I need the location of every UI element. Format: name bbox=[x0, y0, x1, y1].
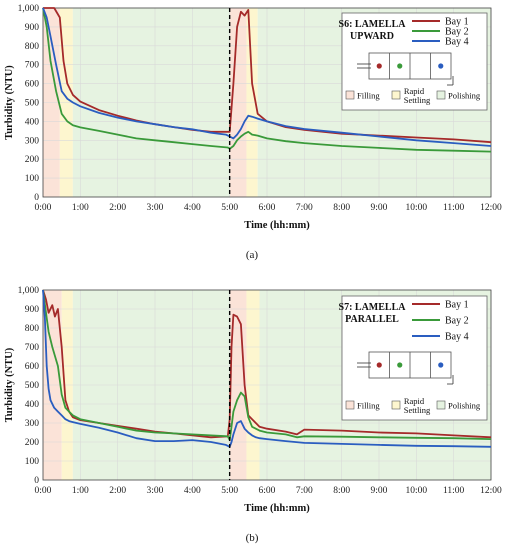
x-tick-label: 4:00 bbox=[184, 203, 201, 213]
legend-title: S7: LAMELLA bbox=[339, 302, 407, 313]
x-tick-label: 3:00 bbox=[147, 203, 164, 213]
plot-frame bbox=[42, 289, 492, 481]
y-tick-label: 100 bbox=[25, 174, 40, 184]
bay-sample-dot bbox=[438, 362, 444, 368]
x-tick-label: 8:00 bbox=[333, 486, 350, 496]
x-tick-label: 9:00 bbox=[371, 486, 388, 496]
y-tick-label: 800 bbox=[25, 324, 40, 334]
x-axis-title: Time (hh:mm) bbox=[244, 220, 310, 231]
x-tick-label: 9:00 bbox=[371, 203, 388, 213]
phase-label: Filling bbox=[357, 401, 380, 411]
x-tick-label: 7:00 bbox=[296, 203, 313, 213]
x-tick-label: 6:00 bbox=[259, 486, 276, 496]
bay-sample-dot bbox=[376, 362, 382, 368]
x-tick-label: 12:00 bbox=[480, 486, 502, 496]
legend-label: Bay 2 bbox=[445, 316, 469, 327]
x-tick-label: 0:00 bbox=[35, 486, 52, 496]
y-tick-label: 0 bbox=[34, 193, 39, 203]
x-axis-title: Time (hh:mm) bbox=[244, 503, 310, 514]
y-tick-label: 400 bbox=[25, 117, 40, 127]
tank-diagram bbox=[357, 351, 454, 385]
legend-label: Bay 2 bbox=[445, 27, 469, 38]
chart-panel-a: 0 100 200 300 400 500 600 700 800 900 1,000 0:00 1:0… bbox=[4, 4, 502, 261]
x-tick-label: 7:00 bbox=[296, 486, 313, 496]
y-tick-label: 600 bbox=[25, 80, 40, 90]
y-tick-label: 300 bbox=[25, 136, 40, 146]
bay-sample-dot bbox=[397, 63, 403, 69]
series-line-bay-2 bbox=[42, 7, 492, 153]
y-tick-label: 100 bbox=[25, 457, 40, 467]
y-axis-title: Turbidity (NTU) bbox=[4, 65, 15, 140]
phase-label: Polishing bbox=[448, 91, 481, 101]
legend-label: Bay 1 bbox=[445, 17, 469, 28]
phase-swatch bbox=[345, 400, 355, 410]
y-axis-title: Turbidity (NTU) bbox=[4, 347, 15, 422]
y-tick-label: 500 bbox=[25, 99, 40, 109]
phase-label: Filling bbox=[357, 91, 380, 101]
legend-title: S6: LAMELLA bbox=[339, 19, 407, 30]
y-tick-label: 200 bbox=[25, 438, 40, 448]
bay-sample-dot bbox=[397, 362, 403, 368]
phase-label: Rapid bbox=[404, 396, 425, 406]
subcaption: (b) bbox=[246, 532, 259, 544]
bay-sample-dot bbox=[438, 63, 444, 69]
x-tick-label: 6:00 bbox=[259, 203, 276, 213]
x-tick-label: 4:00 bbox=[184, 486, 201, 496]
y-tick-label: 800 bbox=[25, 42, 40, 52]
legend-label: Bay 4 bbox=[445, 332, 469, 343]
x-tick-label: 11:00 bbox=[443, 203, 465, 213]
y-tick-label: 300 bbox=[25, 419, 40, 429]
phase-swatch bbox=[436, 90, 446, 100]
tank-diagram bbox=[357, 52, 454, 86]
y-tick-label: 900 bbox=[25, 23, 40, 33]
y-tick-label: 700 bbox=[25, 61, 40, 71]
phase-swatch bbox=[345, 90, 355, 100]
x-tick-label: 5:00 bbox=[221, 486, 238, 496]
plot-frame bbox=[42, 7, 492, 198]
phase-swatch bbox=[436, 400, 446, 410]
x-tick-label: 11:00 bbox=[443, 486, 465, 496]
phase-label: Polishing bbox=[448, 401, 481, 411]
phase-label: Settling bbox=[404, 95, 431, 105]
x-tick-label: 12:00 bbox=[480, 203, 502, 213]
x-tick-label: 2:00 bbox=[109, 203, 126, 213]
y-tick-label: 1,000 bbox=[18, 286, 40, 296]
x-tick-label: 1:00 bbox=[72, 203, 89, 213]
series-line-bay-4 bbox=[42, 289, 492, 448]
x-tick-label: 0:00 bbox=[35, 203, 52, 213]
phase-label: Settling bbox=[404, 405, 431, 415]
x-tick-label: 8:00 bbox=[333, 203, 350, 213]
y-tick-label: 900 bbox=[25, 305, 40, 315]
x-tick-label: 2:00 bbox=[109, 486, 126, 496]
phase-swatch bbox=[391, 90, 401, 100]
series-line-bay-4 bbox=[42, 7, 492, 147]
x-tick-label: 3:00 bbox=[147, 486, 164, 496]
chart-panel-b: 0 100 200 300 400 500 600 700 800 900 1,000 0:00 1:0… bbox=[4, 286, 502, 544]
bay-sample-dot bbox=[376, 63, 382, 69]
y-tick-label: 500 bbox=[25, 381, 40, 391]
y-tick-label: 600 bbox=[25, 362, 40, 372]
x-tick-label: 10:00 bbox=[406, 486, 428, 496]
x-tick-label: 5:00 bbox=[221, 203, 238, 213]
x-tick-label: 1:00 bbox=[72, 486, 89, 496]
y-tick-label: 1,000 bbox=[18, 4, 40, 14]
subcaption: (a) bbox=[246, 249, 259, 261]
phase-swatch bbox=[391, 400, 401, 410]
series-line-bay-1 bbox=[42, 289, 492, 439]
y-tick-label: 400 bbox=[25, 400, 40, 410]
y-tick-label: 200 bbox=[25, 155, 40, 165]
x-tick-label: 10:00 bbox=[406, 203, 428, 213]
y-tick-label: 0 bbox=[34, 476, 39, 486]
legend-title: UPWARD bbox=[350, 31, 394, 42]
legend-label: Bay 4 bbox=[445, 37, 469, 48]
legend-label: Bay 1 bbox=[445, 300, 469, 311]
phase-label: Rapid bbox=[404, 86, 425, 96]
y-tick-label: 700 bbox=[25, 343, 40, 353]
legend-title: PARALLEL bbox=[345, 314, 399, 325]
